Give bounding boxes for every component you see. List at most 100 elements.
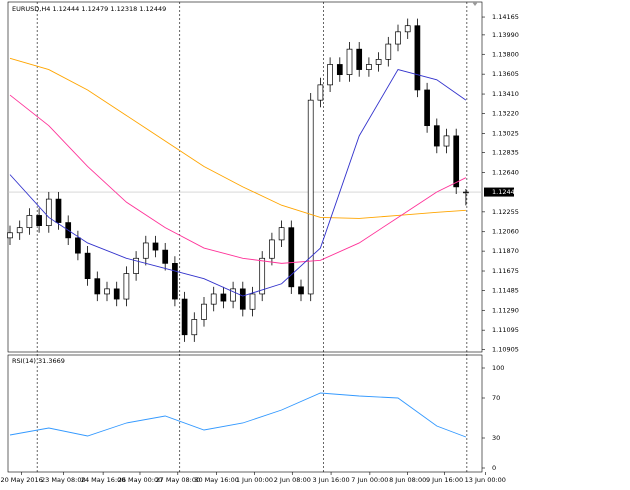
candle-body xyxy=(220,293,227,302)
candle-body xyxy=(259,257,266,295)
moving-average xyxy=(9,94,467,264)
y-tick-label: 1.11870 xyxy=(492,247,519,255)
x-tick-label: 1 Jun 00:00 xyxy=(236,476,273,484)
candle-body xyxy=(414,25,421,91)
candle-body xyxy=(84,252,91,280)
candle-body xyxy=(36,215,42,226)
rsi-value: 31.3669 xyxy=(38,357,65,365)
candle-body xyxy=(16,227,23,234)
candle-body xyxy=(7,232,13,239)
candle-body xyxy=(152,242,159,251)
y-tick-label: 1.11485 xyxy=(492,286,519,294)
x-tick-label: 9 Jun 16:00 xyxy=(426,476,463,484)
low: 1.12318 xyxy=(110,5,137,13)
y-tick-label: 1.11095 xyxy=(492,326,519,334)
y-tick-label: 1.12255 xyxy=(492,208,519,216)
rsi-panel xyxy=(7,354,483,473)
candle-body xyxy=(298,286,304,295)
y-tick-label: 1.13410 xyxy=(492,90,519,98)
moving-average xyxy=(9,69,467,297)
y-tick-label: 1.13990 xyxy=(492,31,519,39)
candle-body xyxy=(45,198,52,226)
candle-body xyxy=(433,125,440,147)
candle-body xyxy=(288,227,295,288)
candle-body xyxy=(26,215,33,229)
y-tick-label: 1.12640 xyxy=(492,169,519,177)
y-tick-label: 1.14165 xyxy=(492,13,519,21)
rsi-tick-label: 70 xyxy=(492,394,500,402)
moving-average xyxy=(9,57,466,219)
y-tick-label: 1.11675 xyxy=(492,267,519,275)
candle-body xyxy=(249,293,256,310)
rsi-label: RSI(14) xyxy=(12,357,36,365)
candle-body xyxy=(327,64,333,86)
candle-body xyxy=(385,43,392,60)
candle-body xyxy=(424,89,430,127)
candle-body xyxy=(181,298,188,336)
x-tick-label: 26 May 00:00 xyxy=(118,476,163,484)
menu-arrow[interactable] xyxy=(472,2,478,6)
y-tick-label: 1.12060 xyxy=(492,228,519,236)
candle-body xyxy=(346,48,353,76)
candle-body xyxy=(94,278,101,295)
candle-body xyxy=(375,59,382,65)
x-tick-label: 30 May 16:00 xyxy=(194,476,239,484)
current-price-box xyxy=(484,187,514,197)
current-price-label: 1.12449 xyxy=(492,188,519,196)
close: 1.12449 xyxy=(139,5,166,13)
y-tick-label: 1.13025 xyxy=(492,129,519,137)
candle-body xyxy=(239,288,246,310)
candle-body xyxy=(75,237,81,254)
x-tick-label: 3 Jun 16:00 xyxy=(312,476,349,484)
candle-body xyxy=(162,249,169,264)
candle-body xyxy=(269,239,275,259)
candle-body xyxy=(453,135,460,188)
high: 1.12479 xyxy=(81,5,108,13)
x-tick-label: 13 Jun 00:00 xyxy=(465,476,506,484)
candle-body xyxy=(317,84,324,101)
x-tick-label: 2 Jun 08:00 xyxy=(274,476,311,484)
candle-body xyxy=(113,288,120,300)
x-tick-label: 20 May 2016 xyxy=(0,476,42,484)
rsi-tick-label: 30 xyxy=(492,434,500,442)
y-tick-label: 1.13220 xyxy=(492,109,519,117)
rsi-tick-label: 0 xyxy=(492,464,496,472)
x-tick-label: 24 May 16:00 xyxy=(81,476,126,484)
candle-body xyxy=(172,263,178,300)
x-tick-label: 8 Jun 08:00 xyxy=(389,476,426,484)
candle-body xyxy=(336,64,343,76)
candle-body xyxy=(307,99,314,295)
candle-body xyxy=(104,288,110,295)
rsi-line xyxy=(9,392,467,438)
candle-body xyxy=(123,273,130,300)
candle-body xyxy=(210,293,217,305)
candle-body xyxy=(142,242,149,259)
candle-body xyxy=(278,227,285,241)
y-tick-label: 1.10905 xyxy=(492,346,519,354)
y-tick-label: 1.12835 xyxy=(492,149,519,157)
candle-body xyxy=(395,31,401,45)
candle-body xyxy=(463,191,469,194)
x-tick-label: 7 Jun 00:00 xyxy=(351,476,388,484)
symbol: EURUSD,H4 xyxy=(12,5,50,13)
candle-body xyxy=(356,48,363,70)
y-tick-label: 1.13605 xyxy=(492,70,519,78)
candle-body xyxy=(55,198,62,223)
chart-title: EURUSD,H4 1.12444 1.12479 1.12318 1.1244… xyxy=(12,5,166,13)
x-tick-label: 27 May 08:00 xyxy=(156,476,201,484)
candle-body xyxy=(230,288,236,302)
y-tick-label: 1.13800 xyxy=(492,50,519,58)
price-panel xyxy=(7,1,483,353)
open: 1.12444 xyxy=(52,5,79,13)
rsi-title: RSI(14) 31.3669 xyxy=(12,357,65,365)
candle-body xyxy=(201,303,207,320)
candle-body xyxy=(191,319,198,336)
candle-body xyxy=(404,25,411,33)
candle-body xyxy=(133,257,139,274)
candle-body xyxy=(443,135,450,147)
rsi-tick-label: 100 xyxy=(492,364,504,372)
y-tick-label: 1.11290 xyxy=(492,306,519,314)
candle-body xyxy=(366,64,372,70)
